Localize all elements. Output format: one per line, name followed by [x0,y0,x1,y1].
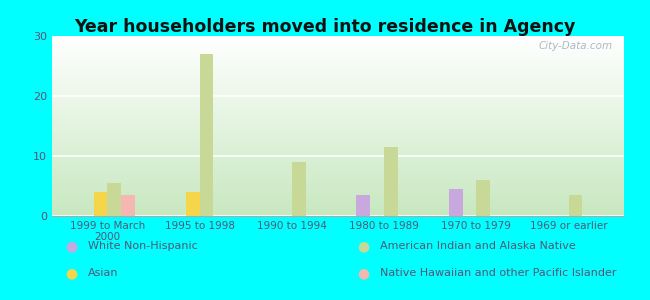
Bar [448,189,463,216]
Text: ●: ● [65,266,77,280]
Text: ●: ● [358,239,370,253]
Bar [476,180,490,216]
Bar [569,195,582,216]
Text: ●: ● [358,266,370,280]
Bar [292,162,306,216]
Text: White Non-Hispanic: White Non-Hispanic [88,241,198,251]
Text: ●: ● [65,239,77,253]
Text: American Indian and Alaska Native: American Indian and Alaska Native [380,241,576,251]
Bar [384,147,398,216]
Text: Asian: Asian [88,268,118,278]
Bar [121,195,135,216]
Bar [356,195,370,216]
Bar [200,54,213,216]
Text: Native Hawaiian and other Pacific Islander: Native Hawaiian and other Pacific Island… [380,268,617,278]
Bar [107,183,121,216]
Text: City-Data.com: City-Data.com [538,41,612,51]
Bar [94,192,107,216]
Text: Year householders moved into residence in Agency: Year householders moved into residence i… [74,18,576,36]
Bar [186,192,200,216]
